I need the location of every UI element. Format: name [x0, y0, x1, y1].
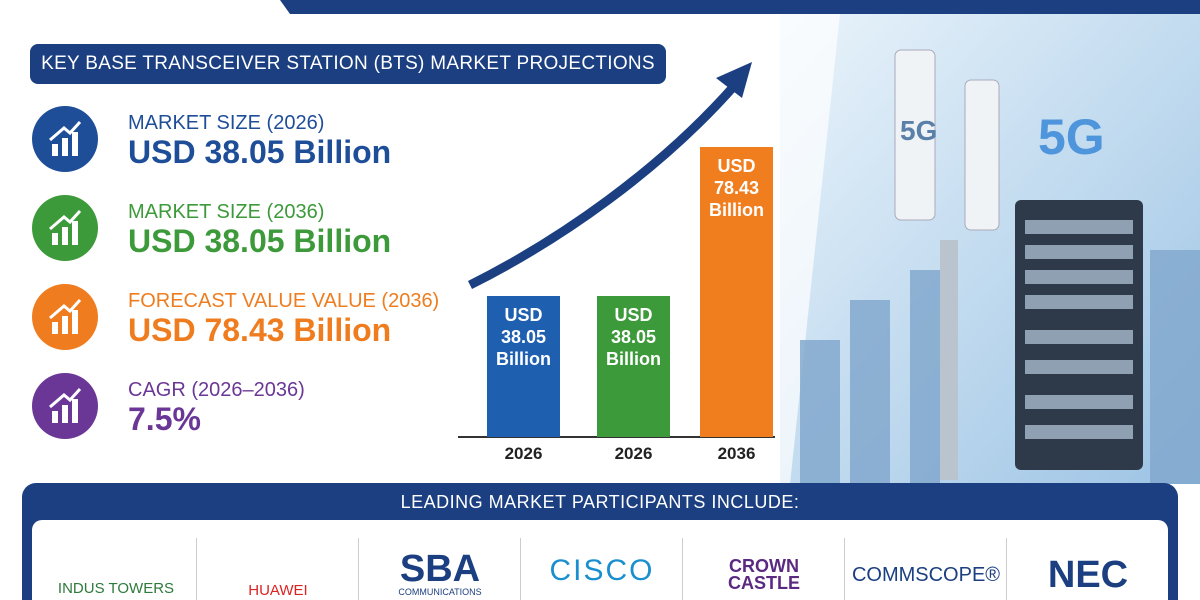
- bar: USD 38.05 Billion: [487, 296, 560, 437]
- logo: CISCO: [522, 520, 682, 600]
- x-tick-label: 2036: [717, 444, 756, 463]
- separator: [844, 538, 845, 600]
- logo-name: CISCO: [549, 554, 655, 587]
- metric-label: MARKET SIZE (2026): [128, 112, 325, 134]
- icon-glyph: [49, 387, 82, 423]
- metric: MARKET SIZE (2026) USD 38.05 Billion: [32, 100, 472, 180]
- metric-label: CAGR (2026–2036): [128, 379, 305, 401]
- metric-value: USD 78.43 Billion: [128, 312, 392, 348]
- metric-label: MARKET SIZE (2036): [128, 201, 325, 223]
- logo: COMMSCOPE®: [846, 520, 1006, 600]
- metric-value: USD 38.05 Billion: [128, 223, 392, 259]
- icon-glyph: [49, 298, 82, 334]
- icon-glyph: [49, 209, 82, 245]
- metric-value: 7.5%: [128, 401, 201, 437]
- metric-icon: [32, 284, 98, 350]
- participants-title: LEADING MARKET PARTICIPANTS INCLUDE:: [400, 492, 800, 512]
- x-tick-label: 2026: [614, 444, 653, 463]
- logo-name: SBA: [399, 548, 481, 590]
- bar: USD 38.05 Billion: [597, 296, 670, 437]
- logo: HUAWEI: [198, 520, 358, 600]
- metric-icon: [32, 373, 98, 439]
- separator: [1006, 538, 1007, 600]
- logo: INDUS TOWERS: [36, 520, 196, 600]
- logo-name: NEC: [1047, 554, 1129, 596]
- logo-sub: CASTLE: [728, 573, 800, 593]
- logo-name: COMMSCOPE®: [851, 564, 1001, 586]
- logo-sub: COMMUNICATIONS: [398, 587, 482, 597]
- metric: CAGR (2026–2036) 7.5%: [32, 367, 472, 447]
- metric-icon: [32, 106, 98, 172]
- x-tick-label: 2026: [504, 444, 543, 463]
- separator: [358, 538, 359, 600]
- separator: [520, 538, 521, 600]
- logo: SBA COMMUNICATIONS: [360, 520, 520, 600]
- logo-card: [32, 520, 1168, 600]
- logo-name: INDUS TOWERS: [57, 580, 175, 597]
- title: KEY BASE TRANSCEIVER STATION (BTS) MARKE…: [30, 44, 666, 84]
- icon-glyph: [49, 120, 82, 156]
- metric: FORECAST VALUE VALUE (2036) USD 78.43 Bil…: [32, 278, 472, 358]
- separator: [196, 538, 197, 600]
- logo: NEC: [1008, 520, 1168, 600]
- metric: MARKET SIZE (2036) USD 38.05 Billion: [32, 189, 472, 269]
- logo-name: CROWN: [729, 556, 799, 576]
- metric-value: USD 38.05 Billion: [128, 134, 392, 170]
- metric-icon: [32, 195, 98, 261]
- metric-label: FORECAST VALUE VALUE (2036): [128, 290, 440, 312]
- image-label: 5G: [1038, 109, 1105, 165]
- logo: CROWN CASTLE: [684, 520, 844, 600]
- image-label: 5G: [900, 115, 938, 146]
- separator: [682, 538, 683, 600]
- logo-name: HUAWEI: [248, 582, 308, 599]
- bar: USD 78.43 Billion: [700, 147, 773, 437]
